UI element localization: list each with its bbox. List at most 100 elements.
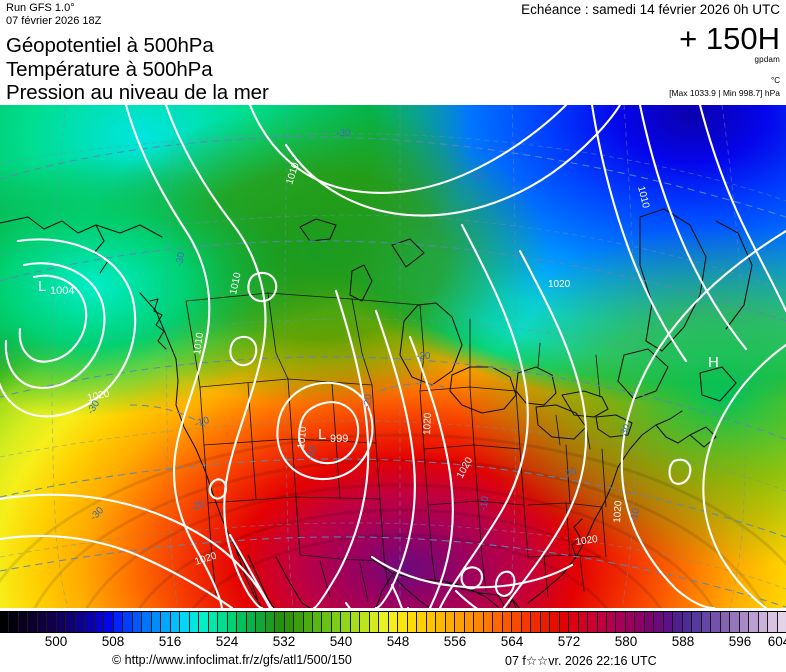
temp-label-minus10-d: -10 — [478, 495, 491, 512]
colorbar-tick-labels: 500 508 516 524 532 540 548 556 564 572 580 588 596 6… — [0, 634, 786, 652]
colorbar-swatch — [208, 612, 219, 632]
colorbar-swatch — [502, 612, 513, 632]
colorbar-swatch — [635, 612, 645, 632]
colorbar-swatch — [417, 612, 427, 632]
isobar-baja — [228, 533, 274, 608]
isobar-999-closed — [298, 401, 360, 465]
isobar-cell-d — [668, 458, 692, 485]
isobar-1020-atlantic-b — [702, 343, 786, 608]
isobar-1020-east2 — [438, 223, 529, 608]
colorbar-swatch — [407, 612, 418, 632]
colorbar-swatch — [625, 612, 636, 632]
temperature-unit-label: °C — [771, 76, 780, 85]
colorbar-swatch — [9, 612, 19, 632]
isobar-greenland-c — [698, 105, 786, 313]
isobar-1010-canada-a — [248, 105, 568, 194]
temp-label-minus20-d: -20 — [189, 498, 207, 513]
weather-map-canvas[interactable]: L 1004 L 999 H 1010 1010 1010 1010 1010 … — [0, 105, 786, 608]
credits: © http://www.infoclimat.fr/z/gfs/atl1/50… — [0, 653, 786, 671]
colorbar[interactable] — [0, 611, 786, 633]
colorbar-swatch — [369, 612, 380, 632]
colorbar-swatch — [445, 612, 456, 632]
isobar-central-c — [408, 335, 454, 608]
colorbar-swatch — [66, 612, 76, 632]
isobar-label-1020-f: 1020 — [575, 534, 599, 548]
colorbar-swatch — [18, 612, 29, 632]
isobar-pacific-mid — [4, 262, 106, 390]
isobar-label-1020-a: 1020 — [548, 279, 571, 290]
colorbar-swatch — [161, 612, 171, 632]
colorbar-swatch — [142, 612, 152, 632]
colorbar-swatch — [436, 612, 446, 632]
temp-label-minus10-a: -10 — [194, 415, 212, 430]
colorbar-tick: 524 — [215, 634, 239, 649]
colorbar-tick: 500 — [44, 634, 68, 649]
colorbar-swatch — [483, 612, 494, 632]
temp-contour-segment-a — [129, 404, 207, 428]
colorbar-swatch — [379, 612, 389, 632]
contour-labels: L 1004 L 999 H 1010 1010 1010 1010 1010 … — [38, 128, 719, 568]
isobar-pacific-outer — [0, 238, 137, 418]
temp-contour-segment-b — [379, 383, 445, 392]
colorbar-swatch — [113, 612, 124, 632]
colorbar-swatch — [588, 612, 598, 632]
colorbar-swatch — [227, 612, 238, 632]
title-line-pressure: Pression au niveau de la mer — [6, 81, 269, 104]
colorbar-swatch — [493, 612, 503, 632]
colorbar-swatch — [303, 612, 313, 632]
colorbar-swatch — [94, 612, 105, 632]
colorbar-swatch — [170, 612, 181, 632]
colorbar-swatch — [768, 612, 778, 632]
isobar-label-1010-b: 1010 — [635, 185, 651, 210]
colorbar-tick: 532 — [272, 634, 296, 649]
isobar-greenland-a — [590, 105, 688, 363]
colorbar-swatch — [663, 612, 674, 632]
mslp-isobars — [0, 105, 786, 608]
colorbar-swatch — [673, 612, 683, 632]
temp-label-minus20-a: -20 — [416, 351, 431, 362]
temp-label-minus10-b: -10 — [304, 444, 319, 462]
isobar-cell-b — [494, 570, 516, 597]
high-center-marker: H — [708, 354, 719, 371]
colorbar-swatch — [85, 612, 95, 632]
credit-generated-timestamp: 07 f☆☆vr. 2026 22:16 UTC — [505, 654, 657, 668]
colorbar-tick: 556 — [443, 634, 467, 649]
colorbar-swatch — [777, 612, 786, 632]
colorbar-tick: 508 — [101, 634, 125, 649]
colorbar-swatch — [237, 612, 247, 632]
isobar-cell-e — [247, 271, 278, 303]
temp-label-minus20-b: -20 — [362, 393, 374, 409]
colorbar-swatch — [189, 612, 200, 632]
colorbar-tick: 564 — [500, 634, 524, 649]
map-svg: L 1004 L 999 H 1010 1010 1010 1010 1010 … — [0, 105, 786, 608]
temp-label-minus30-c: -30 — [174, 251, 187, 268]
isobar-cell-a — [460, 566, 484, 590]
title-line-temperature: Température à 500hPa — [6, 57, 213, 81]
colorbar-swatch — [398, 612, 408, 632]
colorbar-swatch — [37, 612, 48, 632]
colorbar-swatch — [426, 612, 437, 632]
isobar-1020-east — [502, 249, 588, 608]
colorbar-swatch — [123, 612, 133, 632]
temp-label-minus30-b: -30 — [470, 171, 485, 182]
colorbar-swatch — [521, 612, 532, 632]
page-title: Géopotentiel à 500hPa Température à 500h… — [6, 34, 269, 105]
header-right: Echéance : samedi 14 février 2026 0h UTC… — [521, 2, 780, 98]
colorbar-swatch — [464, 612, 475, 632]
colorbar-swatch — [104, 612, 114, 632]
colorbar-swatch — [75, 612, 86, 632]
mslp-minmax-label: [Max 1033.9 | Min 998.7] hPa — [669, 88, 780, 98]
temperature-contours — [0, 136, 786, 608]
colorbar-swatch — [711, 612, 721, 632]
colorbar-swatch — [654, 612, 664, 632]
colorbar-swatch — [474, 612, 484, 632]
colorbar-swatch — [455, 612, 465, 632]
credit-source-url[interactable]: © http://www.infoclimat.fr/z/gfs/atl1/50… — [112, 653, 352, 667]
temp-label-minus30-a: -30 — [336, 128, 351, 139]
colorbar-swatch — [341, 612, 351, 632]
isobar-1020-southwest-b — [0, 493, 272, 608]
colorbar-swatch — [360, 612, 370, 632]
colorbar-tick: 516 — [158, 634, 182, 649]
temp-contour-minus30-north — [0, 136, 786, 218]
